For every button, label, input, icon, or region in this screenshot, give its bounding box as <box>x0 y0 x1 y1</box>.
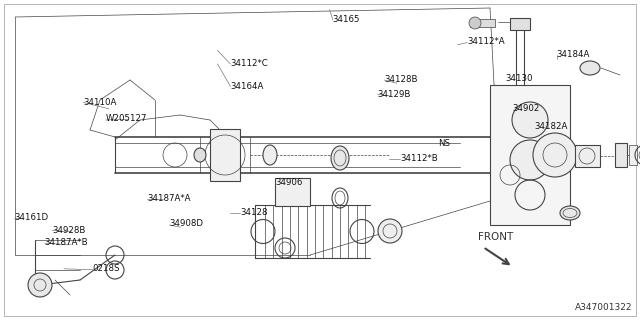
Circle shape <box>28 273 52 297</box>
Text: 34129B: 34129B <box>378 90 411 99</box>
Text: 34112*C: 34112*C <box>230 60 268 68</box>
Text: 34112*A: 34112*A <box>467 37 505 46</box>
Text: 34184A: 34184A <box>557 50 590 59</box>
Circle shape <box>469 17 481 29</box>
Bar <box>210 129 240 181</box>
Text: 34906: 34906 <box>275 178 303 187</box>
Ellipse shape <box>331 146 349 170</box>
Ellipse shape <box>580 61 600 75</box>
Bar <box>470 19 495 27</box>
Text: 34161D: 34161D <box>14 213 48 222</box>
Bar <box>490 85 570 225</box>
Text: FRONT: FRONT <box>478 232 513 242</box>
Text: 34908D: 34908D <box>170 220 204 228</box>
Text: 34165: 34165 <box>333 15 360 24</box>
Text: 34164A: 34164A <box>230 82 264 91</box>
Circle shape <box>510 140 550 180</box>
Text: 34182A: 34182A <box>534 122 568 131</box>
Text: 34187A*B: 34187A*B <box>45 238 88 247</box>
Text: 34130: 34130 <box>506 74 533 83</box>
Text: 34902: 34902 <box>512 104 540 113</box>
Text: NS: NS <box>438 140 451 148</box>
Circle shape <box>378 219 402 243</box>
Bar <box>275 178 310 206</box>
Circle shape <box>512 102 548 138</box>
Text: 34112*B: 34112*B <box>400 154 438 163</box>
Text: 0218S: 0218S <box>93 264 120 273</box>
Bar <box>575 145 600 167</box>
Text: 34928B: 34928B <box>52 226 86 235</box>
Text: 34128B: 34128B <box>384 76 417 84</box>
Ellipse shape <box>560 206 580 220</box>
Bar <box>629 145 637 165</box>
Text: 34128: 34128 <box>240 208 268 217</box>
Text: A347001322: A347001322 <box>575 303 632 312</box>
Bar <box>615 143 627 167</box>
Bar <box>510 18 530 30</box>
Ellipse shape <box>194 148 206 162</box>
Text: 34187A*A: 34187A*A <box>147 194 191 203</box>
Circle shape <box>533 133 577 177</box>
Text: W205127: W205127 <box>106 114 147 123</box>
Text: 34110A: 34110A <box>83 98 116 107</box>
Ellipse shape <box>263 145 277 165</box>
